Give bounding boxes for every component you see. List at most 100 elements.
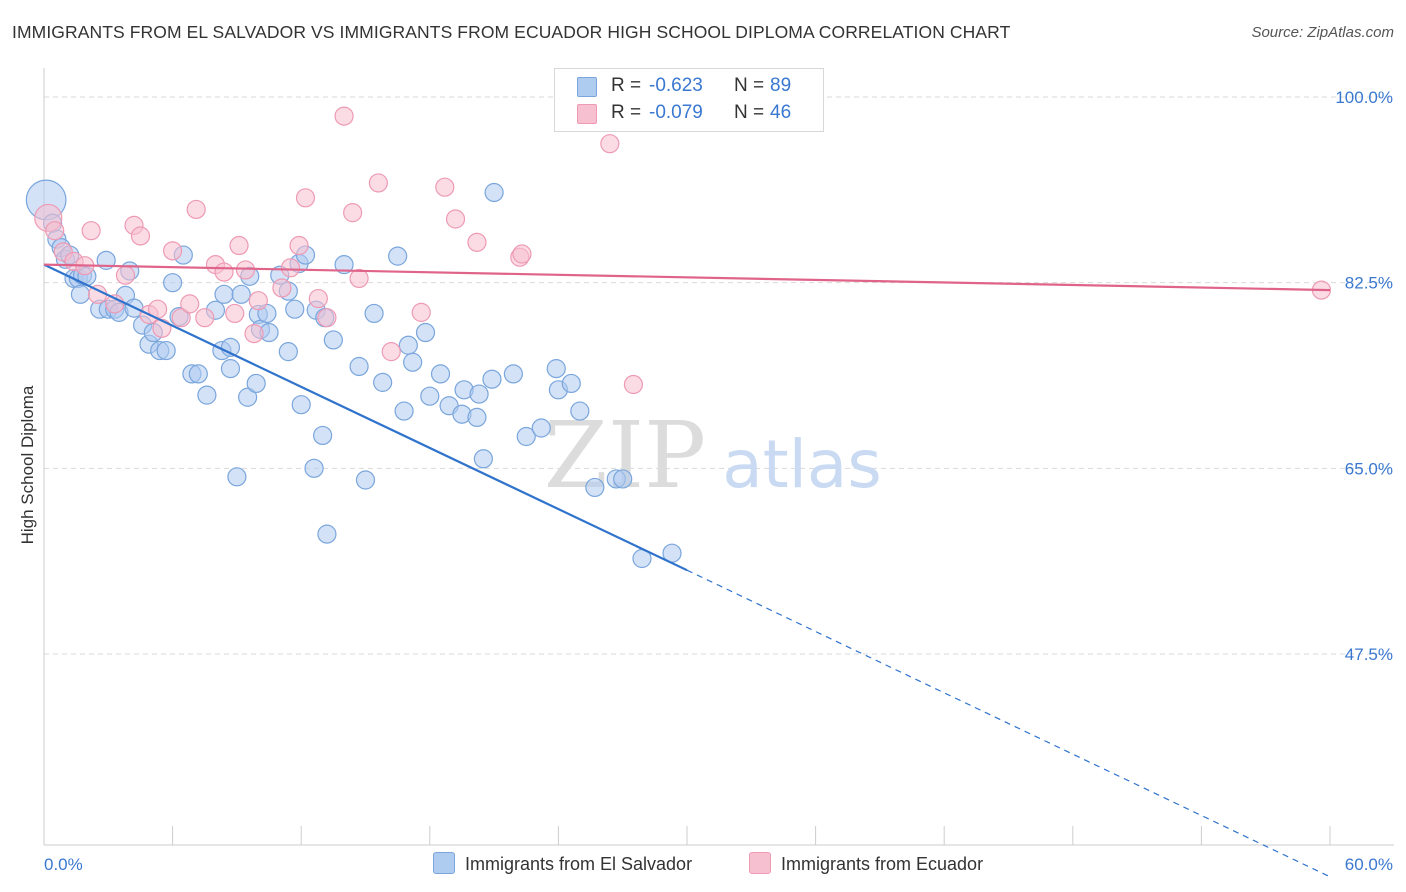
point-ecuador <box>229 235 249 256</box>
watermark-zip: ZIP <box>544 402 706 509</box>
legend-n-label: N = <box>734 75 765 96</box>
point-ecuador <box>81 221 101 241</box>
legend-swatch-ecuador <box>577 104 597 124</box>
point-el-salvador <box>334 255 354 275</box>
point-el-salvador <box>291 395 311 415</box>
point-ecuador <box>368 173 388 193</box>
point-el-salvador <box>467 407 487 428</box>
point-el-salvador <box>349 356 369 377</box>
legend-r-label: R = <box>611 102 642 123</box>
point-el-salvador <box>238 387 258 407</box>
point-el-salvador <box>227 467 247 487</box>
point-el-salvador <box>613 469 633 489</box>
watermark: ZIP atlas <box>544 402 882 509</box>
point-el-salvador <box>231 284 251 304</box>
point-el-salvador <box>430 364 451 384</box>
y-tick-label: 47.5% <box>1345 645 1393 664</box>
point-el-salvador <box>197 385 217 405</box>
point-ecuador <box>225 303 245 324</box>
point-el-salvador <box>546 359 566 379</box>
point-ecuador <box>186 199 206 220</box>
gridlines <box>44 96 1394 655</box>
point-el-salvador <box>156 340 176 361</box>
point-el-salvador <box>278 342 298 362</box>
point-ecuador <box>445 209 466 229</box>
trend-line-el-salvador-extension <box>686 569 1331 878</box>
point-ecuador <box>280 258 301 278</box>
y-tick-label: 65.0% <box>1345 459 1393 478</box>
point-el-salvador <box>482 369 502 389</box>
point-ecuador <box>235 260 256 280</box>
point-el-salvador <box>355 470 376 490</box>
point-ecuador <box>163 241 183 261</box>
y-tick-label: 100.0% <box>1335 88 1393 107</box>
point-ecuador <box>623 374 644 395</box>
point-el-salvador <box>398 335 418 355</box>
point-ecuador <box>180 294 200 314</box>
bottom-legend-label: Immigrants from El Salvador <box>465 854 693 874</box>
trend-lines <box>43 263 1331 878</box>
point-ecuador <box>435 177 455 197</box>
x-tick-label: 60.0% <box>1345 855 1393 874</box>
bottom-legend-swatch-ecuador <box>749 852 771 874</box>
point-ecuador <box>45 221 65 241</box>
point-ecuador <box>411 302 431 322</box>
point-el-salvador <box>531 418 551 438</box>
point-ecuador <box>308 288 328 309</box>
point-el-salvador <box>214 284 234 304</box>
bottom-legend-ecuador: Immigrants from Ecuador <box>749 852 983 875</box>
tick-labels: 100.0% 82.5% 65.0% 47.5% 0.0% 60.0% <box>44 88 1393 874</box>
point-ecuador <box>195 308 215 328</box>
legend-r-value: -0.079 <box>649 102 703 123</box>
point-el-salvador <box>469 384 489 404</box>
chart-source: Source: ZipAtlas.com <box>1251 24 1394 41</box>
point-ecuador <box>317 308 337 328</box>
bottom-legend-swatch-el-salvador <box>433 852 455 874</box>
point-ecuador <box>349 268 369 289</box>
point-ecuador <box>248 291 268 311</box>
point-el-salvador <box>403 352 423 372</box>
point-ecuador <box>171 308 191 328</box>
point-el-salvador <box>246 373 266 394</box>
point-el-salvador <box>484 182 504 203</box>
point-el-salvador <box>570 401 590 421</box>
point-el-salvador <box>70 284 91 304</box>
point-el-salvador <box>516 426 536 447</box>
point-ecuador <box>244 323 264 344</box>
legend-swatch-el-salvador <box>577 77 597 97</box>
bottom-legend-el-salvador: Immigrants from El Salvador <box>433 852 692 875</box>
bottom-legend-label: Immigrants from Ecuador <box>781 854 984 874</box>
point-ecuador <box>130 226 151 246</box>
y-axis-label: High School Diploma <box>18 385 37 545</box>
data-points <box>25 106 1332 569</box>
point-el-salvador <box>220 359 241 379</box>
legend-r-value: -0.623 <box>649 75 703 96</box>
point-el-salvador <box>394 401 414 421</box>
point-ecuador <box>381 342 401 362</box>
legend-r-label: R = <box>611 75 642 96</box>
legend-n-label: N = <box>734 102 765 123</box>
legend-n-value: 89 <box>770 75 792 96</box>
point-ecuador <box>467 232 487 252</box>
point-el-salvador <box>323 330 343 350</box>
point-el-salvador <box>317 524 337 544</box>
point-ecuador <box>289 235 309 256</box>
point-el-salvador <box>420 386 440 406</box>
point-ecuador <box>600 134 620 154</box>
trend-line-ecuador <box>43 263 1331 292</box>
legend-n-value: 46 <box>770 102 792 123</box>
point-el-salvador <box>313 425 333 446</box>
point-el-salvador <box>188 364 208 384</box>
point-ecuador <box>115 265 136 285</box>
point-ecuador <box>152 318 172 338</box>
point-ecuador <box>295 188 316 208</box>
axes <box>43 68 1394 846</box>
point-el-salvador <box>585 477 605 498</box>
watermark-atlas: atlas <box>722 426 882 503</box>
point-ecuador <box>512 244 532 264</box>
x-tick-label: 0.0% <box>44 855 83 874</box>
y-tick-label: 82.5% <box>1345 274 1393 293</box>
trend-line-el-salvador <box>43 263 688 572</box>
point-el-salvador <box>364 303 384 324</box>
